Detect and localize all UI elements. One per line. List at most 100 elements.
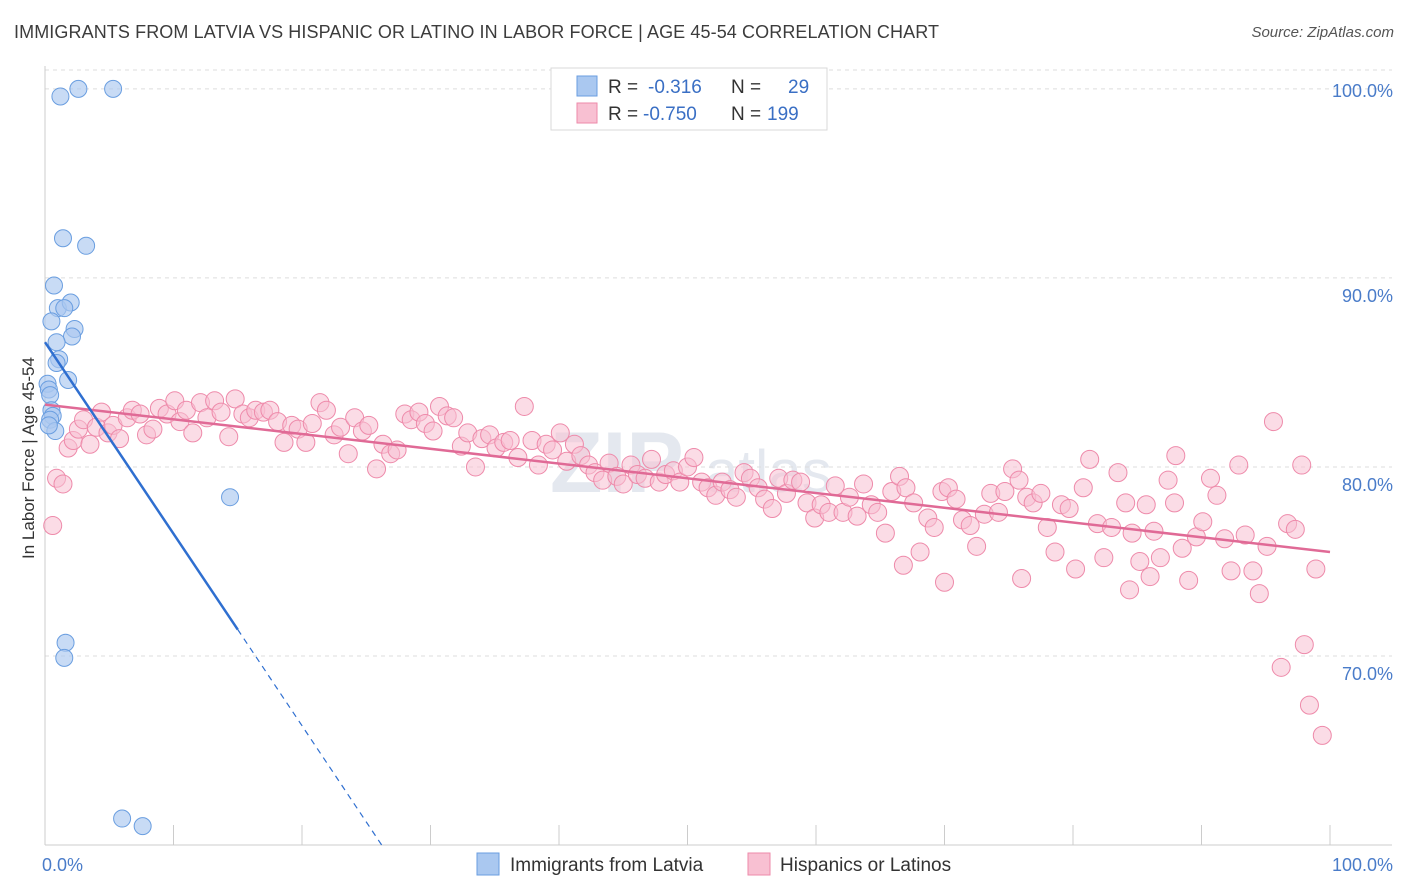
point-hispanics-121	[875, 523, 895, 543]
x-tick-label-max: 100.0%	[1332, 855, 1393, 875]
point-hispanics-154	[1108, 463, 1128, 483]
bottom-legend-label-hispanics: Hispanics or Latinos	[780, 855, 951, 876]
point-hispanics-138	[995, 482, 1015, 502]
y-tick-label-1: 80.0%	[1342, 475, 1393, 495]
point-latvia-18	[41, 386, 60, 405]
point-hispanics-148	[1066, 559, 1086, 579]
trend-line-latvia	[43, 341, 239, 631]
point-hispanics-157	[1130, 551, 1150, 571]
point-latvia-28	[39, 416, 58, 435]
point-hispanics-180	[1292, 455, 1312, 475]
point-hispanics-172	[1235, 525, 1255, 545]
axes	[44, 66, 1392, 846]
point-hispanics-7	[80, 434, 100, 454]
legend-r-label-hispanics: R =	[608, 104, 638, 125]
point-hispanics-189	[935, 572, 954, 592]
point-hispanics-162	[1165, 493, 1185, 513]
point-hispanics-183	[1312, 725, 1332, 745]
bottom-legend-label-latvia: Immigrants from Latvia	[510, 855, 704, 876]
point-hispanics-63	[465, 457, 485, 477]
point-hispanics-42	[316, 400, 336, 420]
point-hispanics-23	[183, 423, 203, 443]
trend-line-hispanics	[44, 403, 1331, 554]
point-hispanics-150	[1080, 449, 1100, 469]
x-tick-labels: 0.0% 100.0%	[42, 855, 1393, 875]
y-tick-label-2: 90.0%	[1342, 286, 1393, 306]
point-hispanics-166	[1193, 512, 1213, 532]
point-hispanics-152	[1094, 548, 1114, 568]
point-hispanics-131	[946, 489, 966, 509]
point-hispanics-174	[1249, 584, 1269, 604]
point-hispanics-168	[1207, 485, 1227, 505]
point-latvia-2	[104, 79, 123, 98]
bottom-legend-swatch-latvia	[476, 852, 500, 876]
point-hispanics-57	[423, 421, 443, 441]
legend-swatch-hispanics	[576, 102, 598, 124]
point-hispanics-109	[791, 472, 811, 492]
point-hispanics-128	[924, 517, 944, 537]
point-latvia-26	[113, 809, 132, 828]
point-hispanics-176	[1263, 412, 1283, 432]
point-hispanics-140	[1009, 470, 1029, 490]
y-axis-title: In Labor Force | Age 45-54	[19, 357, 38, 559]
point-hispanics-163	[1172, 538, 1192, 558]
bottom-legend-swatch-hispanics	[747, 852, 771, 876]
y-tick-label-0: 70.0%	[1342, 664, 1393, 684]
chart-title: IMMIGRANTS FROM LATVIA VS HISPANIC OR LA…	[14, 22, 940, 42]
point-hispanics-184	[1294, 635, 1314, 655]
point-hispanics-36	[274, 432, 294, 452]
point-latvia-23	[221, 488, 240, 507]
point-hispanics-74	[543, 440, 563, 460]
trend-lines	[43, 341, 1331, 846]
point-hispanics-88	[642, 449, 662, 469]
point-hispanics-188	[1012, 568, 1032, 588]
point-hispanics-155	[1116, 493, 1136, 513]
point-hispanics-124	[896, 478, 916, 498]
point-hispanics-179	[1285, 519, 1305, 539]
point-hispanics-60	[444, 408, 464, 428]
point-hispanics-75	[550, 423, 570, 443]
point-hispanics-170	[1221, 561, 1241, 581]
x-tick-label-min: 0.0%	[42, 855, 83, 875]
point-hispanics-161	[1158, 470, 1178, 490]
trend-line-latvia-extension	[237, 629, 383, 846]
point-latvia-24	[56, 633, 75, 652]
point-hispanics-48	[359, 415, 379, 435]
point-hispanics-118	[854, 474, 874, 494]
point-hispanics-44	[331, 417, 351, 437]
point-hispanics-100	[726, 487, 746, 507]
point-latvia-9	[42, 312, 61, 331]
point-hispanics-72	[528, 455, 548, 475]
point-latvia-25	[55, 648, 74, 667]
point-hispanics-164	[1179, 570, 1199, 590]
point-latvia-8	[55, 299, 74, 318]
point-hispanics-70	[514, 396, 534, 416]
point-hispanics-171	[1229, 455, 1249, 475]
legend-r-value-latvia: -0.316	[648, 77, 702, 98]
point-hispanics-133	[960, 516, 980, 536]
point-latvia-11	[62, 327, 81, 346]
point-latvia-5	[44, 276, 63, 295]
point-hispanics-126	[910, 542, 930, 562]
point-hispanics-187	[1120, 580, 1140, 600]
point-hispanics-177	[1271, 657, 1291, 677]
point-hispanics-158	[1136, 495, 1156, 515]
point-hispanics-28	[219, 427, 239, 447]
point-hispanics-29	[225, 389, 245, 409]
point-hispanics-84	[613, 474, 633, 494]
point-hispanics-120	[868, 502, 888, 522]
legend-n-label-latvia: N =	[731, 77, 761, 98]
series-hispanics-points	[43, 389, 1332, 745]
point-hispanics-186	[1140, 567, 1160, 587]
point-hispanics-0	[43, 516, 63, 536]
point-hispanics-45	[338, 444, 358, 464]
point-hispanics-17	[143, 419, 163, 439]
point-hispanics-2	[53, 474, 73, 494]
point-hispanics-160	[1150, 548, 1170, 568]
point-hispanics-182	[1306, 559, 1326, 579]
point-hispanics-134	[967, 536, 987, 556]
point-hispanics-40	[302, 413, 322, 433]
point-hispanics-117	[847, 506, 867, 526]
gridlines	[45, 69, 1392, 657]
